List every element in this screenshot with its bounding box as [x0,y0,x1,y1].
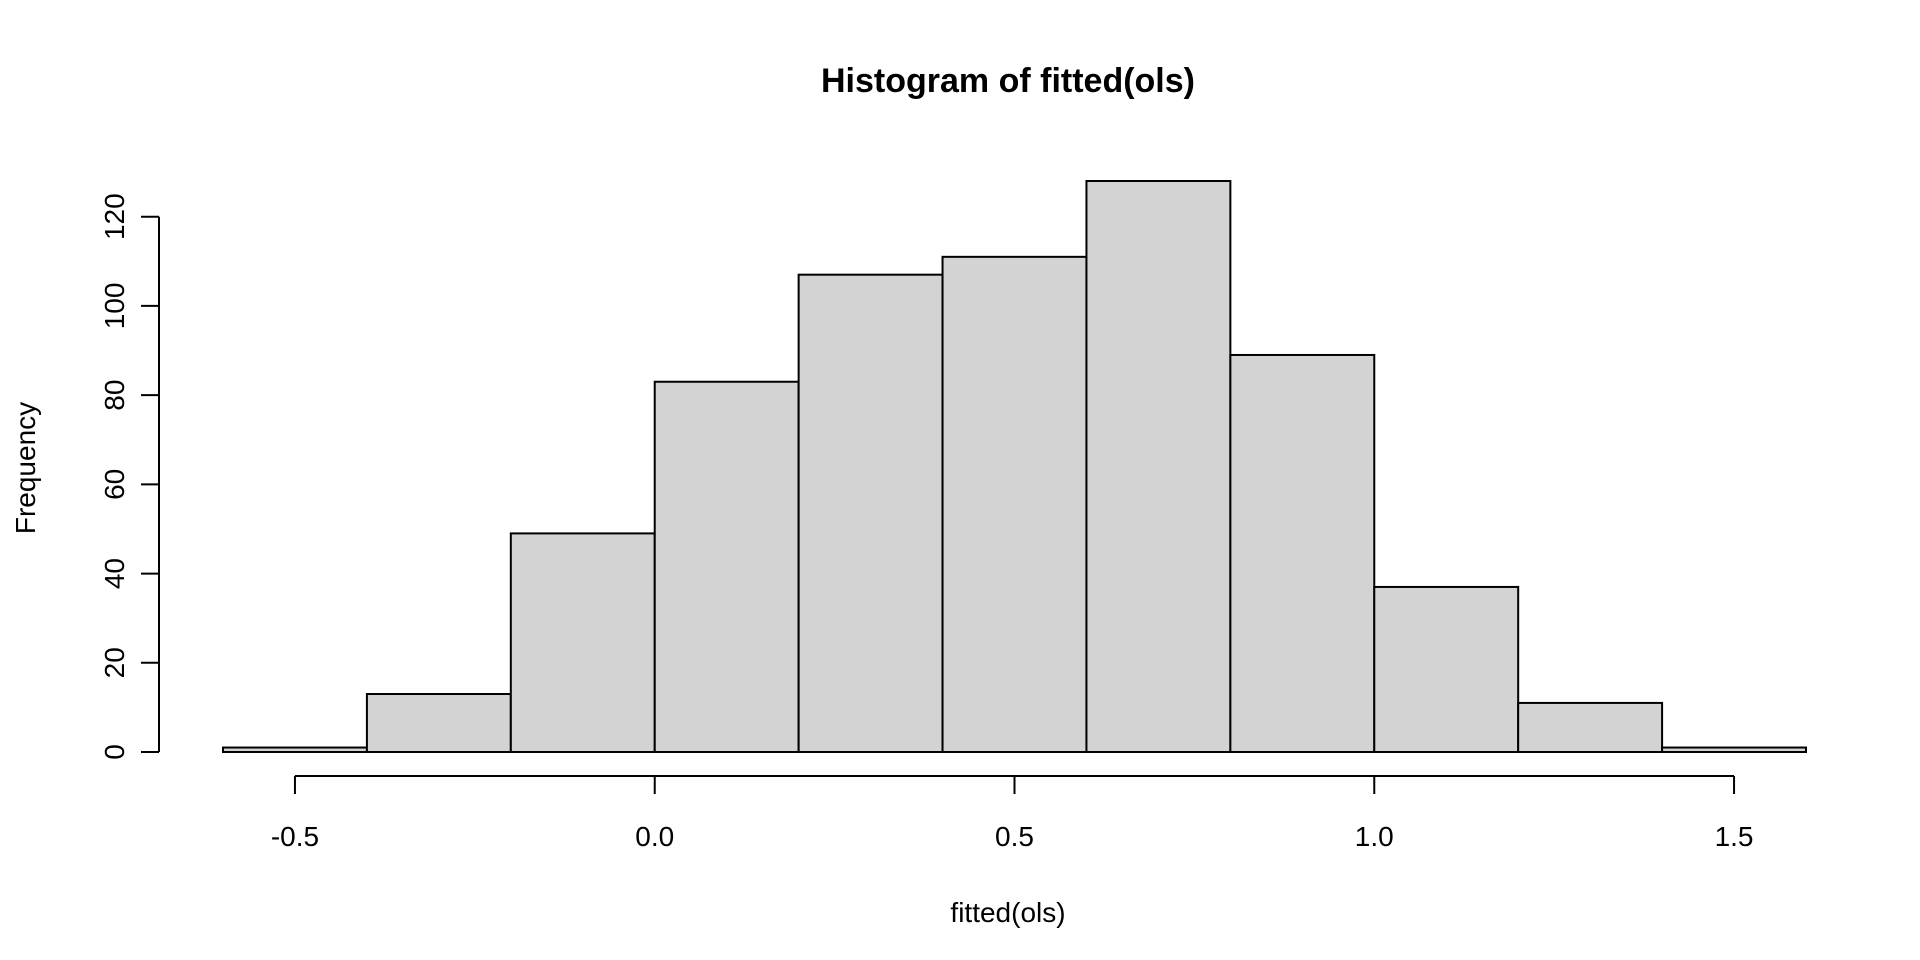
chart-title: Histogram of fitted(ols) [821,62,1195,100]
histogram-bar-1 [365,693,512,753]
histogram-bar-9 [1517,701,1664,753]
y-tick-label: 40 [99,558,130,589]
x-tick-label: 0.5 [995,821,1034,852]
y-tick-label: 0 [99,744,130,760]
histogram-bar-6 [1085,180,1232,753]
y-axis: 0 20 40 60 80 100 120 [99,193,160,760]
y-tick-label: 80 [99,380,130,411]
histogram-bar-3 [653,380,800,753]
x-axis-label: fitted(ols) [950,897,1065,928]
bars-group [222,180,1808,753]
x-tick-label: -0.5 [271,821,319,852]
histogram-bar-0 [222,746,368,753]
histogram-bar-4 [797,273,944,753]
y-axis-label: Frequency [10,402,41,534]
histogram-bar-2 [509,532,656,753]
x-tick-label: 0.0 [635,821,674,852]
y-tick-label: 100 [99,283,130,330]
x-tick-label: 1.5 [1715,821,1754,852]
histogram-bar-7 [1229,353,1376,753]
y-tick-label: 60 [99,469,130,500]
histogram-bar-8 [1373,585,1520,753]
x-axis: -0.5 0.0 0.5 1.0 1.5 [271,775,1754,852]
histogram-bar-5 [941,255,1088,753]
histogram-bar-10 [1661,746,1808,753]
y-tick-label: 20 [99,647,130,678]
x-tick-label: 1.0 [1355,821,1394,852]
y-tick-label: 120 [99,193,130,240]
